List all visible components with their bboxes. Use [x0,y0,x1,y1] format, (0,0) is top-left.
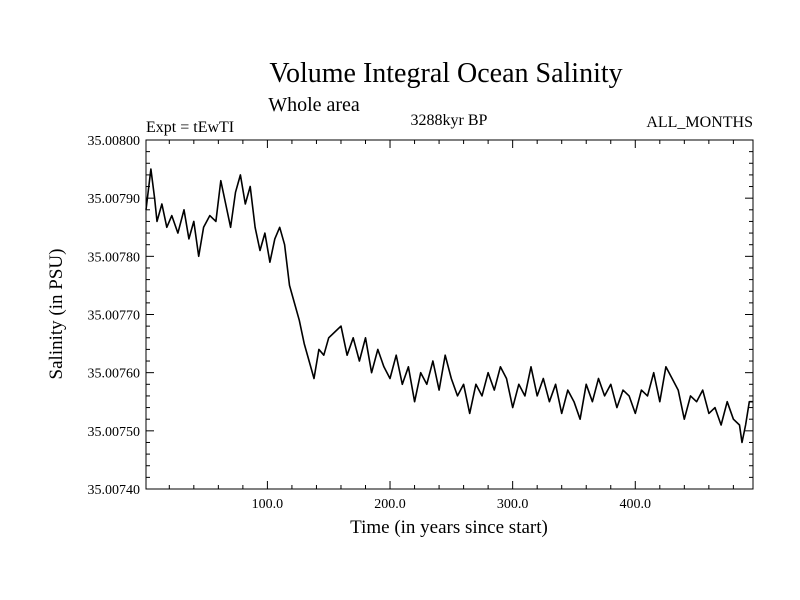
salinity-series-line [145,168,753,444]
y-tick-label: 35.00750 [88,425,141,440]
y-tick-label: 35.00790 [88,192,141,207]
y-axis: 35.00740 35.00750 35.00760 35.00770 35.00780… [88,134,753,498]
y-tick-label: 35.00740 [88,483,141,498]
x-tick-label: 300.0 [497,497,529,512]
x-tick-label: 400.0 [620,497,652,512]
x-tick-label: 200.0 [374,497,406,512]
y-tick-label: 35.00800 [88,134,141,149]
experiment-label: Expt = tEwTI [146,119,234,136]
months-label: ALL_MONTHS [646,114,753,131]
period-label: 3288kyr BP [411,112,488,129]
x-axis-label: Time (in years since start) [350,517,548,538]
x-axis: 100.0 200.0 300.0 400.0 [168,140,734,512]
plot-frame [145,139,754,490]
x-tick-label: 100.0 [252,497,284,512]
y-tick-label: 35.00780 [88,250,141,265]
y-axis-label: Salinity (in PSU) [46,249,67,380]
chart-title: Volume Integral Ocean Salinity [269,58,622,89]
y-tick-label: 35.00760 [88,367,141,382]
chart-subtitle: Whole area [268,94,360,116]
y-tick-label: 35.00770 [88,309,141,324]
